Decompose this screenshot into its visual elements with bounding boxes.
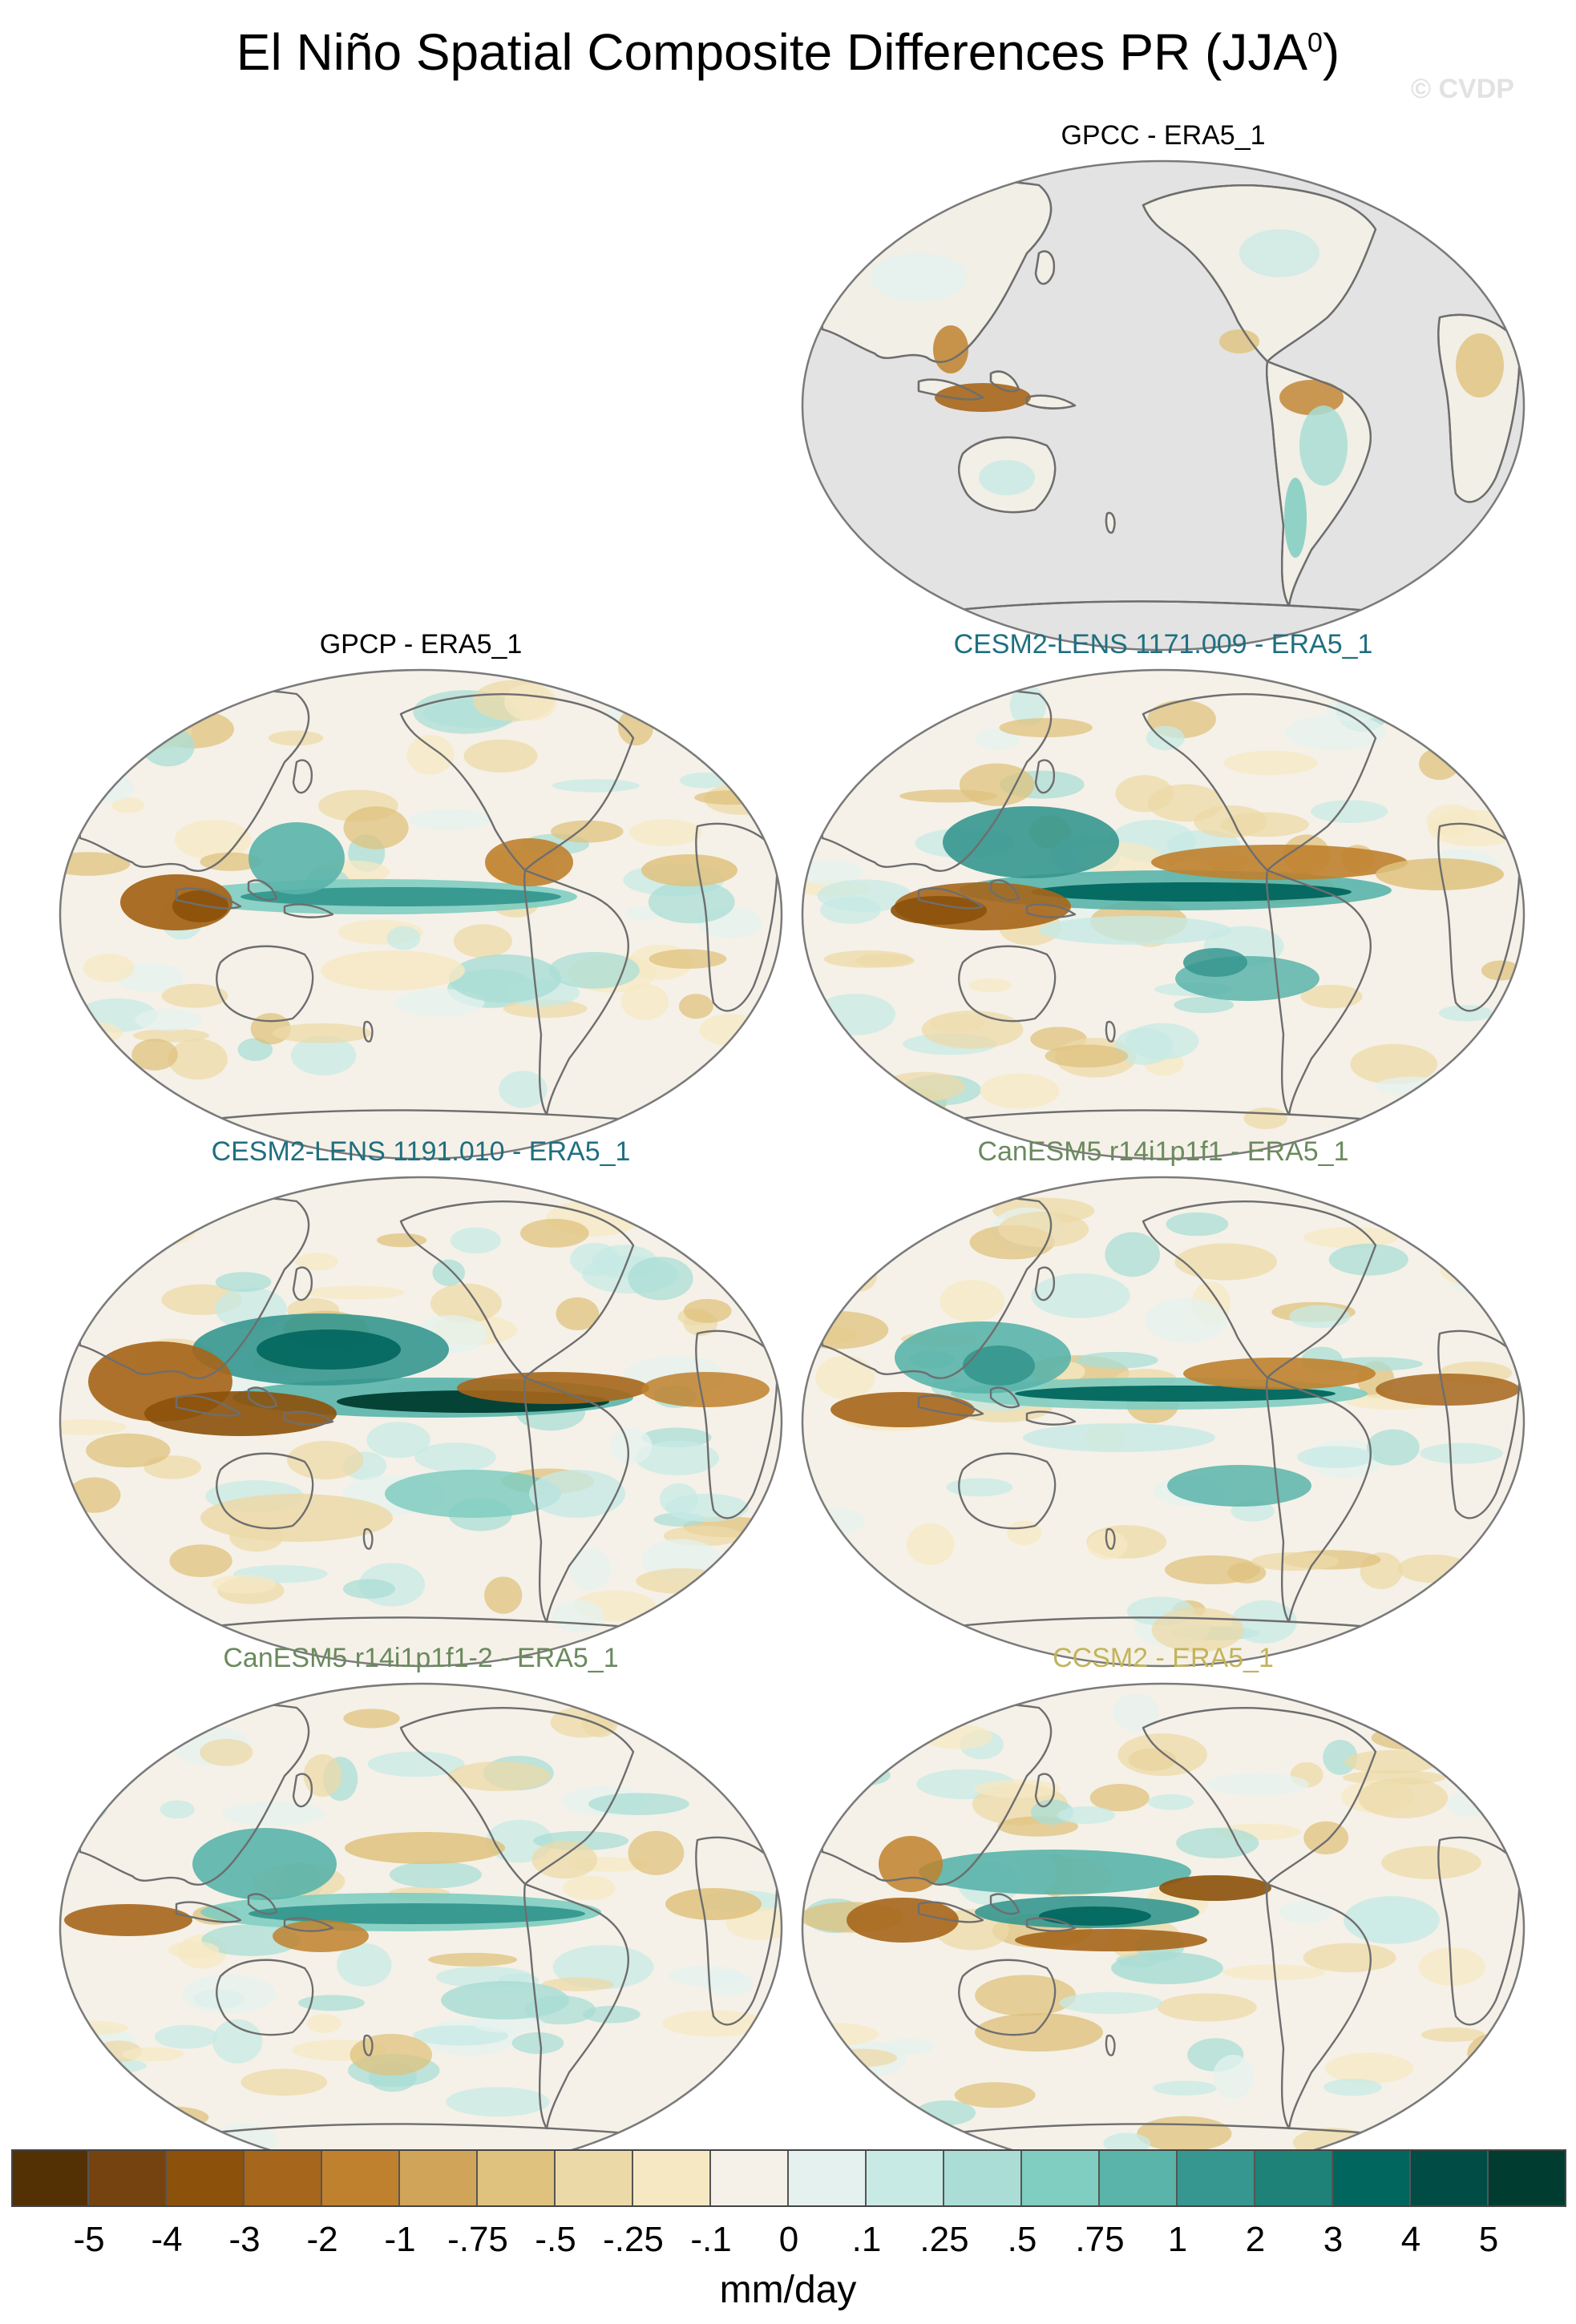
colorbar-box (1255, 2149, 1333, 2207)
colorbar-tick-label: .75 (1075, 2220, 1125, 2259)
colorbar-tick-label: 4 (1400, 2220, 1421, 2259)
colorbar-box (1100, 2149, 1178, 2207)
map-canesm5-2 (59, 1682, 783, 2174)
colorbar-box (711, 2149, 789, 2207)
colorbar-tick-label: -.1 (690, 2220, 732, 2259)
colorbar-box (556, 2149, 633, 2207)
colorbar-units: mm/day (719, 2269, 857, 2311)
panel-title: CESM2-LENS 1171.009 - ERA5_1 (953, 629, 1373, 660)
colorbar-box (1411, 2149, 1489, 2207)
colorbar-box (478, 2149, 556, 2207)
colorbar-box (89, 2149, 167, 2207)
colorbar-tick-label: 3 (1323, 2220, 1344, 2259)
colorbar-tick-label: 2 (1245, 2220, 1266, 2259)
colorbar-tick-label: 0 (778, 2220, 799, 2259)
colorbar-tick-label: .5 (1007, 2220, 1037, 2259)
colorbar-box (322, 2149, 400, 2207)
panel-title: CanESM5 r14i1p1f1 - ERA5_1 (977, 1136, 1349, 1167)
colorbar-box (400, 2149, 478, 2207)
colorbar-box (944, 2149, 1022, 2207)
colorbar-tick-label: .1 (851, 2220, 882, 2259)
cvdp-credit: © CVDP (1411, 74, 1514, 104)
colorbar-box (11, 2149, 89, 2207)
colorbar-box (633, 2149, 711, 2207)
panel-title: CanESM5 r14i1p1f1-2 - ERA5_1 (223, 1643, 619, 1673)
colorbar-tick-label: -.75 (447, 2220, 508, 2259)
colorbar-tick-label: -3 (228, 2220, 261, 2259)
panel-title: GPCP - ERA5_1 (319, 629, 523, 660)
colorbar-tick-label: 5 (1478, 2220, 1499, 2259)
colorbar-box (167, 2149, 244, 2207)
map-gpcc (801, 159, 1525, 652)
colorbar-box (244, 2149, 322, 2207)
colorbar-box (1489, 2149, 1566, 2207)
figure-title: El Niño Spatial Composite Differences PR… (236, 23, 1340, 81)
map-ccsm2 (801, 1682, 1525, 2174)
colorbar-tick-label: -4 (151, 2220, 183, 2259)
map-gpcp (59, 668, 783, 1160)
colorbar-tick-label: 1 (1167, 2220, 1188, 2259)
panel-title: CCSM2 - ERA5_1 (1053, 1643, 1274, 1673)
colorbar-box (789, 2149, 867, 2207)
colorbar-tick-label: -5 (73, 2220, 105, 2259)
colorbar-box (1022, 2149, 1100, 2207)
colorbar-tick-label: -2 (306, 2220, 338, 2259)
colorbar-tick-label: -1 (384, 2220, 416, 2259)
colorbar-frame (11, 2149, 1566, 2207)
map-canesm5 (801, 1176, 1525, 1668)
colorbar-box (867, 2149, 944, 2207)
colorbar-box (1333, 2149, 1411, 2207)
panel-title: GPCC - ERA5_1 (1061, 120, 1266, 151)
colorbar (11, 2149, 1566, 2207)
map-cesm2-1171 (801, 668, 1525, 1160)
colorbar-box (1178, 2149, 1255, 2207)
map-cesm2-1191 (59, 1176, 783, 1668)
colorbar-tick-label: -.5 (535, 2220, 576, 2259)
colorbar-tick-label: -.25 (603, 2220, 664, 2259)
panel-title: CESM2-LENS 1191.010 - ERA5_1 (211, 1136, 631, 1167)
colorbar-tick-label: .25 (919, 2220, 969, 2259)
